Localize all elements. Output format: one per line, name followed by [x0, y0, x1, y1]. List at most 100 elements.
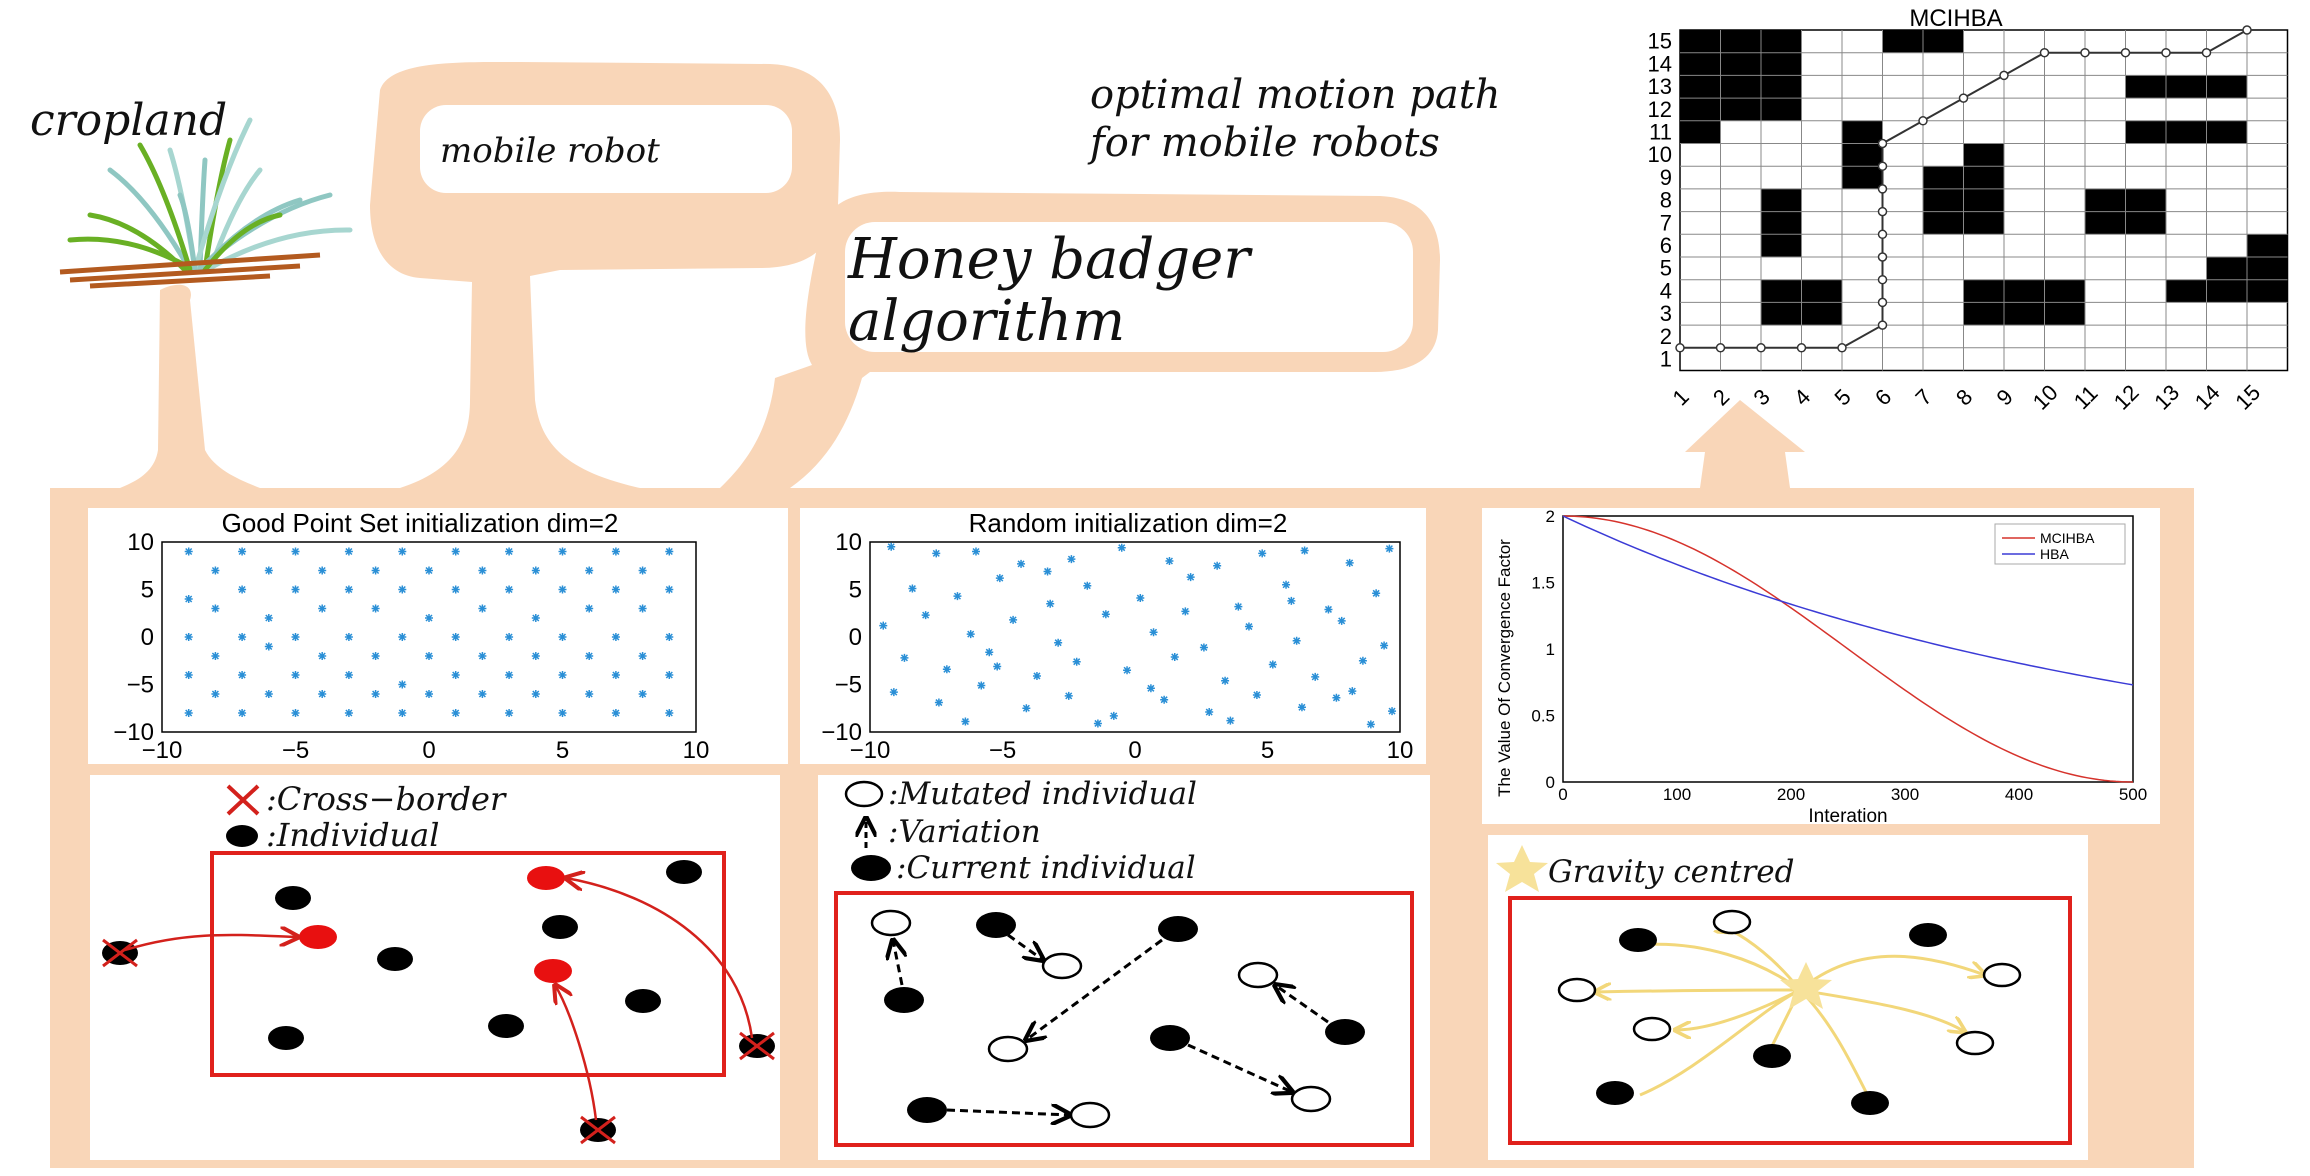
scatter-point: [993, 662, 1002, 671]
scatter-point: [531, 690, 540, 698]
scatter-point: [1366, 720, 1375, 729]
grass-blade: [192, 117, 253, 273]
panel-random: [800, 508, 1426, 764]
scatter-point: [977, 681, 986, 690]
individual-legend: :Individual: [266, 816, 439, 854]
grid-x-tick: 14: [2190, 380, 2225, 415]
mutated-legend: :Mutated individual: [888, 776, 1197, 812]
conv-x-tick: 100: [1663, 785, 1691, 804]
x-tick-label: −10: [142, 737, 183, 764]
scatter-point: [1149, 628, 1158, 637]
scatter-point: [900, 653, 909, 662]
obstacle-cell: [2125, 75, 2166, 99]
obstacle-cell: [1720, 98, 1761, 121]
scatter-point: [371, 566, 380, 575]
scatter-point: [478, 566, 487, 575]
cross-border-legend: :Cross−border: [266, 780, 507, 818]
scatter-point: [942, 665, 951, 674]
obstacle-cell: [1761, 234, 1802, 257]
obstacle-cell: [2247, 234, 2288, 257]
scatter-point: [1221, 676, 1230, 685]
scatter-point: [184, 709, 193, 717]
grid-y-tick: 2: [1660, 324, 1672, 349]
grid-y-tick: 12: [1648, 97, 1672, 122]
cross-x-icon: [226, 784, 260, 816]
scatter-point: [238, 709, 247, 717]
scatter-point: [932, 549, 941, 558]
obstacle-cell: [2206, 120, 2247, 144]
obstacle-cell: [2085, 211, 2126, 235]
scatter-point: [1244, 622, 1253, 631]
x-tick-label: 10: [1387, 737, 1414, 764]
scatter-point: [505, 709, 514, 717]
scatter-point: [1348, 687, 1357, 696]
scatter-point: [972, 547, 980, 556]
current-legend: :Current individual: [896, 850, 1196, 886]
legend-entry: HBA: [2040, 546, 2069, 562]
scatter-point: [398, 633, 407, 641]
scatter-point: [1032, 671, 1041, 680]
scatter-point: [425, 614, 433, 622]
scatter-point: [531, 614, 540, 622]
obstacle-cell: [2004, 302, 2045, 326]
scatter-point: [1160, 695, 1169, 704]
path-point: [1958, 93, 1969, 103]
grid-y-tick: 8: [1660, 188, 1672, 213]
scatter-point: [961, 717, 970, 726]
series-mcihba-line: [1562, 515, 2134, 783]
optimal-path-label-line2: for mobile robots: [1087, 120, 1440, 166]
conv-y-tick: 1: [1546, 640, 1555, 659]
scatter-point: [611, 585, 620, 594]
scatter-point: [184, 547, 193, 556]
hba-title-line1: Honey badger: [847, 227, 1253, 292]
scatter-point: [478, 652, 487, 660]
grid-x-tick: 2: [1708, 384, 1734, 410]
scatter-point: [638, 652, 647, 660]
scatter-point: [291, 671, 300, 679]
scatter-point: [585, 652, 594, 660]
scatter-point: [1332, 693, 1341, 702]
scatter-point: [558, 709, 567, 717]
y-tick-label: −5: [127, 672, 154, 699]
conv-y-tick: 1.5: [1531, 574, 1555, 593]
mutated-legend-dot: [844, 780, 884, 808]
path-point: [1999, 70, 2009, 81]
grass-blade: [67, 236, 193, 271]
conv-frame: [1562, 515, 2134, 783]
hba-title-line2: algorithm: [848, 289, 1125, 354]
scatter-point: [371, 652, 380, 660]
obstacle-cell: [1842, 120, 1883, 144]
white-bubble-interiors: [420, 105, 1413, 352]
path-point: [1877, 274, 1888, 285]
scatter-point: [1380, 641, 1389, 650]
conv-y-tick: 0.5: [1531, 707, 1555, 726]
obstacle-cell: [1963, 279, 2004, 303]
grid-x-tick: 3: [1749, 384, 1775, 410]
obstacle-cell: [1761, 98, 1802, 121]
path-point: [1877, 184, 1888, 194]
scatter-point: [318, 690, 327, 698]
scatter-point: [611, 547, 620, 556]
scatter-point: [238, 585, 247, 594]
scatter-point: [1287, 596, 1296, 605]
scatter-point: [1093, 719, 1102, 728]
scatter-point: [1043, 567, 1052, 576]
obstacle-cell: [1923, 30, 1964, 53]
x-tick-label: 5: [1261, 737, 1274, 764]
scatter-point: [665, 709, 674, 717]
random-title: Random initialization dim=2: [969, 508, 1288, 538]
scatter-point: [1064, 691, 1073, 700]
scatter-point: [1199, 643, 1208, 652]
star-legend-icon: [1496, 845, 1548, 892]
conv-x-tick: 500: [2119, 785, 2147, 804]
scatter-point: [1358, 656, 1367, 665]
grid-x-tick: 10: [2028, 380, 2063, 415]
current-legend-dot: [851, 855, 891, 881]
grid-x-tick: 15: [2230, 380, 2265, 415]
obstacle-cell: [2247, 257, 2288, 280]
mutation-boundary: [834, 891, 1414, 1147]
scatter-point: [665, 671, 674, 679]
x-tick-label: −5: [282, 737, 309, 764]
obstacle-cell: [1801, 302, 1842, 326]
grid-x-tick: 11: [2069, 380, 2103, 414]
